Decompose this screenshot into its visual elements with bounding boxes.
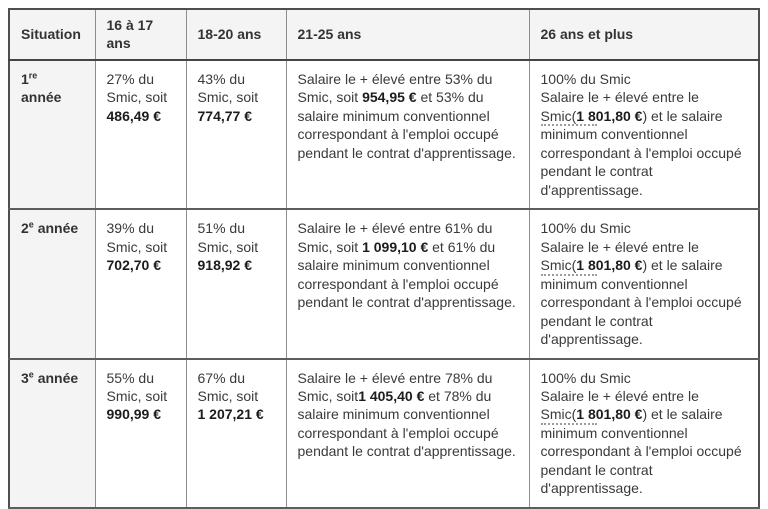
text-segment: Salaire le + élevé entre le Smic( bbox=[540, 89, 699, 124]
text-segment: et 78% du salaire minimum conventionnel … bbox=[297, 387, 516, 460]
ordinal-suffix: e bbox=[28, 219, 34, 230]
text-segment: 1 bbox=[21, 70, 29, 87]
amount-value: 486,49 € bbox=[106, 107, 162, 124]
cell-year1-16-17: 27% du Smic, soit 486,49 € bbox=[94, 59, 187, 210]
text-segment: conventionnel correspondant à l'emploi o… bbox=[540, 275, 742, 348]
text-segment: 3 bbox=[21, 369, 29, 386]
cell-year2-26-plus: 100% du Smic Salaire le + élevé entre le … bbox=[528, 208, 760, 360]
amount-value: 1 801,80 € bbox=[576, 257, 643, 274]
table-row-year-3: 3e année 55% du Smic, soit 990,99 € 67% … bbox=[8, 357, 760, 509]
table-row-year-1: 1re année 27% du Smic, soit 486,49 € 43% … bbox=[8, 59, 760, 210]
col-header-21-25-ans: 21-25 ans bbox=[285, 8, 530, 61]
text-segment: et 53% du salaire minimum conventionnel … bbox=[297, 89, 516, 161]
text-segment: 100% du Smic bbox=[540, 220, 631, 237]
page: Situation 16 à 17 ans 18-20 ans 21-25 an… bbox=[8, 8, 760, 509]
amount-value: 1 099,10 € bbox=[362, 238, 429, 255]
header-row: Situation 16 à 17 ans 18-20 ans 21-25 an… bbox=[8, 8, 760, 61]
text-segment: 100% du Smic bbox=[540, 70, 631, 87]
cell-year1-26-plus: 100% du Smic Salaire le + élevé entre le … bbox=[528, 59, 760, 210]
text-segment: 55% du Smic, soit bbox=[106, 369, 168, 404]
text-segment: 2 bbox=[21, 220, 29, 237]
text-segment: ) et le salaire bbox=[642, 406, 723, 423]
col-header-18-20-ans: 18-20 ans bbox=[185, 8, 287, 61]
amount-value: 1 801,80 € bbox=[576, 107, 643, 124]
ordinal-suffix: re bbox=[28, 70, 38, 81]
text-segment: ) et le salaire bbox=[642, 257, 723, 274]
text-segment: Salaire le + élevé entre le Smic( bbox=[540, 387, 699, 423]
tooltip-term[interactable]: minimum bbox=[540, 273, 598, 292]
amount-value: 1 405,40 € bbox=[358, 387, 425, 404]
text-segment: 51% du Smic, soit bbox=[197, 220, 259, 255]
text-segment: année bbox=[21, 89, 62, 106]
cell-year3-16-17: 55% du Smic, soit 990,99 € bbox=[94, 357, 187, 509]
text-segment: Salaire le + élevé entre 78% du Smic, so… bbox=[297, 369, 493, 404]
cell-year3-26-plus: 100% du Smic Salaire le + élevé entre le … bbox=[528, 357, 760, 509]
text-segment: 39% du Smic, soit bbox=[106, 220, 168, 255]
col-header-situation: Situation bbox=[8, 8, 96, 61]
table-row-year-2: 2e année 39% du Smic, soit 702,70 € 51% … bbox=[8, 208, 760, 360]
text-segment: 100% du Smic bbox=[540, 369, 631, 386]
amount-value: 702,70 € bbox=[106, 257, 162, 274]
row-label-year-3: 3e année bbox=[8, 357, 96, 509]
amount-value: 1 207,21 € bbox=[197, 406, 264, 423]
amount-value: 918,92 € bbox=[197, 257, 253, 274]
tooltip-term[interactable]: minimum bbox=[540, 422, 598, 441]
text-segment: Salaire le + élevé entre 61% du Smic, so… bbox=[297, 220, 493, 255]
ordinal-suffix: e bbox=[28, 368, 34, 379]
row-label-year-1: 1re année bbox=[8, 59, 96, 210]
cell-year1-21-25: Salaire le + élevé entre 53% du Smic, so… bbox=[285, 59, 530, 210]
cell-year2-18-20: 51% du Smic, soit 918,92 € bbox=[185, 208, 287, 360]
cell-year3-18-20: 67% du Smic, soit 1 207,21 € bbox=[185, 357, 287, 509]
text-segment: 27% du Smic, soit bbox=[106, 70, 168, 106]
text-segment: année bbox=[33, 369, 79, 386]
cell-year2-21-25: Salaire le + élevé entre 61% du Smic, so… bbox=[285, 208, 530, 360]
amount-value: 1 801,80 € bbox=[576, 406, 643, 423]
text-segment: ) et le salaire bbox=[642, 107, 723, 124]
text-segment: et 61% du salaire minimum conventionnel … bbox=[297, 238, 516, 311]
cell-year1-18-20: 43% du Smic, soit 774,77 € bbox=[185, 59, 287, 210]
text-segment: Salaire le + élevé entre 53% du Smic, so… bbox=[297, 70, 493, 106]
text-segment: 43% du Smic, soit bbox=[197, 70, 259, 106]
cell-year3-21-25: Salaire le + élevé entre 78% du Smic, so… bbox=[285, 357, 530, 509]
text-segment: Salaire le + élevé entre le Smic( bbox=[540, 238, 699, 274]
text-segment: année bbox=[33, 220, 79, 237]
col-header-26-ans-et-plus: 26 ans et plus bbox=[528, 8, 760, 61]
cell-year2-16-17: 39% du Smic, soit 702,70 € bbox=[94, 208, 187, 360]
apprentice-salary-table: Situation 16 à 17 ans 18-20 ans 21-25 an… bbox=[8, 8, 760, 509]
text-segment: 67% du Smic, soit bbox=[197, 369, 259, 404]
amount-value: 954,95 € bbox=[362, 89, 417, 106]
row-label-year-2: 2e année bbox=[8, 208, 96, 360]
tooltip-term[interactable]: minimum bbox=[540, 124, 598, 143]
amount-value: 774,77 € bbox=[197, 107, 253, 124]
text-segment: conventionnel correspondant à l'emploi o… bbox=[540, 126, 742, 198]
amount-value: 990,99 € bbox=[106, 406, 162, 423]
col-header-16-17-ans: 16 à 17 ans bbox=[94, 8, 187, 61]
